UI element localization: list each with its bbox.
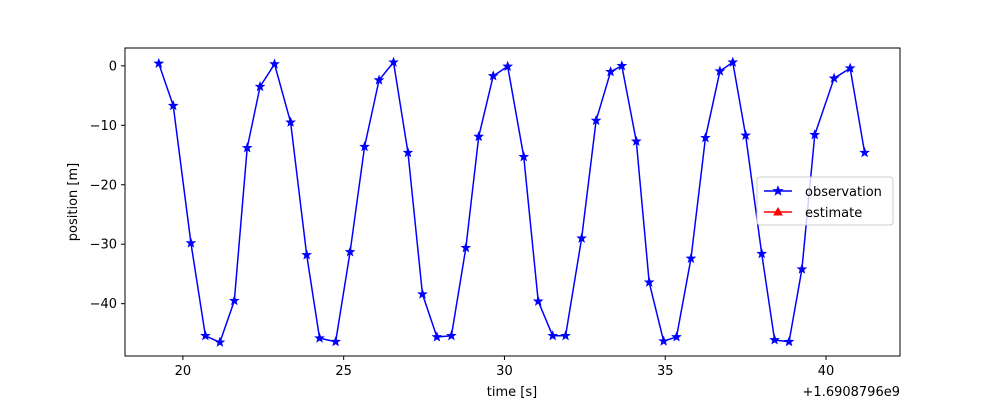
legend-label-observation: observation [805, 185, 882, 200]
data-point [605, 66, 616, 77]
data-point [487, 70, 499, 81]
data-point [859, 147, 870, 158]
x-axis: 20 25 30 35 40 [175, 356, 835, 379]
data-point [460, 242, 472, 253]
data-point [783, 336, 795, 347]
y-tick-label: −10 [90, 119, 117, 134]
data-point [532, 295, 544, 306]
data-point [359, 141, 370, 152]
series-layer [153, 56, 870, 347]
data-point [756, 248, 768, 259]
legend-marker-observation [772, 185, 784, 196]
y-axis-label: position [m] [66, 163, 81, 241]
data-point [344, 246, 356, 257]
data-point [727, 56, 739, 67]
x-tick-label: 35 [657, 364, 674, 379]
data-point [740, 129, 752, 140]
data-point [700, 132, 711, 143]
y-tick-label: −40 [90, 297, 117, 312]
plot-frame [124, 47, 901, 357]
data-point [685, 252, 697, 264]
data-point [844, 62, 856, 73]
data-point [185, 237, 197, 248]
data-point [241, 142, 253, 153]
legend: observation estimate [756, 176, 894, 226]
data-point [373, 74, 385, 85]
data-point [560, 330, 571, 341]
legend-marker-estimate [773, 206, 783, 216]
y-tick-label: 0 [109, 59, 117, 74]
data-point [518, 151, 530, 162]
data-point [630, 135, 642, 146]
data-point [473, 130, 485, 142]
data-point [330, 336, 341, 347]
x-tick-label: 20 [175, 364, 192, 379]
data-point [402, 147, 414, 158]
data-point [796, 263, 808, 274]
data-point [590, 114, 602, 126]
x-offset-label: +1.6908796e9 [803, 385, 900, 400]
data-point [314, 332, 325, 343]
x-tick-label: 25 [335, 364, 352, 379]
x-tick-label: 40 [818, 364, 835, 379]
y-tick-label: −30 [90, 238, 117, 253]
data-point [616, 60, 628, 71]
data-point [769, 334, 780, 345]
data-point [446, 330, 457, 341]
data-point [153, 57, 165, 69]
series-line-observation [158, 61, 866, 344]
data-point [301, 249, 313, 260]
data-point [200, 330, 211, 341]
data-point [417, 288, 428, 299]
y-axis: 0 −10 −20 −30 −40 [90, 59, 125, 312]
data-point [547, 330, 559, 341]
x-tick-label: 30 [496, 364, 513, 379]
data-point [167, 100, 179, 111]
data-point [658, 335, 670, 346]
data-point [431, 331, 443, 342]
data-point [714, 65, 726, 76]
data-point [671, 331, 682, 342]
data-point [809, 129, 821, 140]
data-point [643, 276, 655, 287]
data-point [502, 60, 514, 71]
data-point [269, 58, 280, 69]
data-point [576, 232, 588, 243]
data-point [828, 72, 840, 83]
data-point [228, 295, 240, 306]
data-point [214, 336, 226, 347]
x-axis-label: time [s] [487, 385, 537, 400]
y-tick-label: −20 [90, 178, 117, 193]
data-point [388, 56, 399, 67]
data-point [254, 81, 266, 92]
data-point [285, 116, 296, 127]
legend-label-estimate: estimate [805, 206, 862, 221]
legend-box [756, 176, 894, 226]
